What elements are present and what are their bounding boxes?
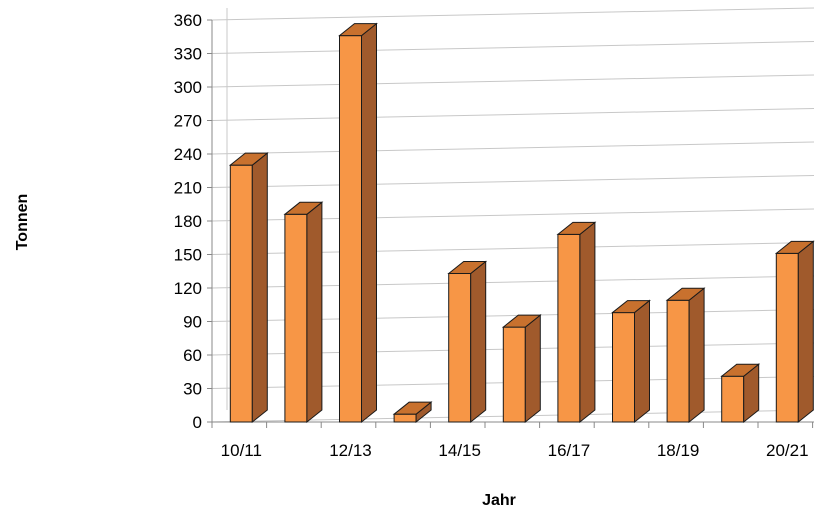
bars — [228, 22, 815, 424]
bar-front — [775, 252, 799, 423]
bar-14-15 — [447, 260, 488, 424]
bar-top — [720, 363, 761, 377]
bar-side — [797, 240, 814, 424]
gridline — [211, 7, 815, 21]
y-tick-label: 120 — [174, 279, 202, 298]
y-tick-label: 150 — [174, 246, 202, 265]
bar-top — [392, 401, 433, 415]
bar-17-18 — [611, 299, 651, 424]
x-tick-label: 20/21 — [766, 441, 809, 460]
bar-13-14 — [392, 401, 433, 424]
bar-side — [251, 152, 268, 424]
bar-side — [470, 260, 487, 424]
gridline — [211, 41, 815, 54]
bar-18-19 — [665, 287, 706, 424]
y-axis-title: Tonnen — [14, 194, 31, 251]
bar-front — [721, 375, 745, 423]
bar-12-13 — [338, 22, 378, 424]
y-tick-label: 30 — [183, 380, 202, 399]
y-tick-label: 90 — [183, 313, 202, 332]
y-tick-label: 300 — [174, 78, 202, 97]
y-tick-label: 360 — [174, 11, 202, 30]
y-tick-label: 240 — [174, 145, 202, 164]
bar-front — [229, 164, 253, 423]
bar-front — [666, 299, 690, 423]
x-tick-label: 10/11 — [221, 441, 262, 460]
bar-front — [393, 413, 417, 423]
gridline — [211, 141, 815, 155]
bar-top — [556, 221, 597, 235]
bar-top — [611, 300, 651, 314]
bar-top — [665, 287, 706, 301]
bar-11-12 — [283, 201, 324, 424]
gridline — [211, 108, 815, 121]
bar-front — [284, 213, 308, 423]
bar-side — [579, 221, 596, 424]
x-tick-labels: 10/11 12/13 14/15 16/17 18/19 20/21 — [221, 441, 809, 460]
bar-front — [339, 35, 362, 423]
bar-front — [612, 312, 635, 423]
x-tick-label: 18/19 — [657, 441, 700, 460]
bar-20-21 — [774, 240, 815, 424]
bar-top — [338, 23, 378, 37]
bar-top — [501, 314, 542, 328]
bar-15-16 — [501, 314, 542, 424]
bar-side — [306, 201, 323, 424]
bar-19-20 — [720, 363, 761, 424]
gridline — [211, 175, 815, 188]
y-tick-label: 270 — [174, 112, 202, 131]
bar-top — [228, 152, 269, 166]
bar-front — [448, 272, 472, 423]
x-tick-label: 16/17 — [548, 441, 591, 460]
bar-front — [502, 326, 526, 423]
bar-front — [557, 233, 581, 423]
bar-top — [447, 260, 488, 274]
bar-top — [774, 240, 815, 254]
x-tick-label: 14/15 — [438, 441, 481, 460]
y-tick-label: 180 — [174, 212, 202, 231]
x-axis-title: Jahr — [482, 492, 516, 509]
bar-side — [634, 299, 650, 424]
bar-side — [361, 22, 377, 424]
y-tick-labels: 0 30 60 90 120 150 180 210 240 270 300 330 360 — [174, 11, 202, 432]
y-tick-label: 0 — [193, 413, 202, 432]
y-tick-label: 330 — [174, 45, 202, 64]
bar-side — [688, 287, 705, 424]
bar-side — [524, 314, 541, 424]
gridline — [211, 74, 815, 88]
y-tick-label: 210 — [174, 179, 202, 198]
bar-top — [283, 201, 324, 215]
bar-10-11 — [228, 152, 269, 424]
bar-16-17 — [556, 221, 597, 424]
y-tick-label: 60 — [183, 346, 202, 365]
x-tick-label: 12/13 — [329, 441, 372, 460]
